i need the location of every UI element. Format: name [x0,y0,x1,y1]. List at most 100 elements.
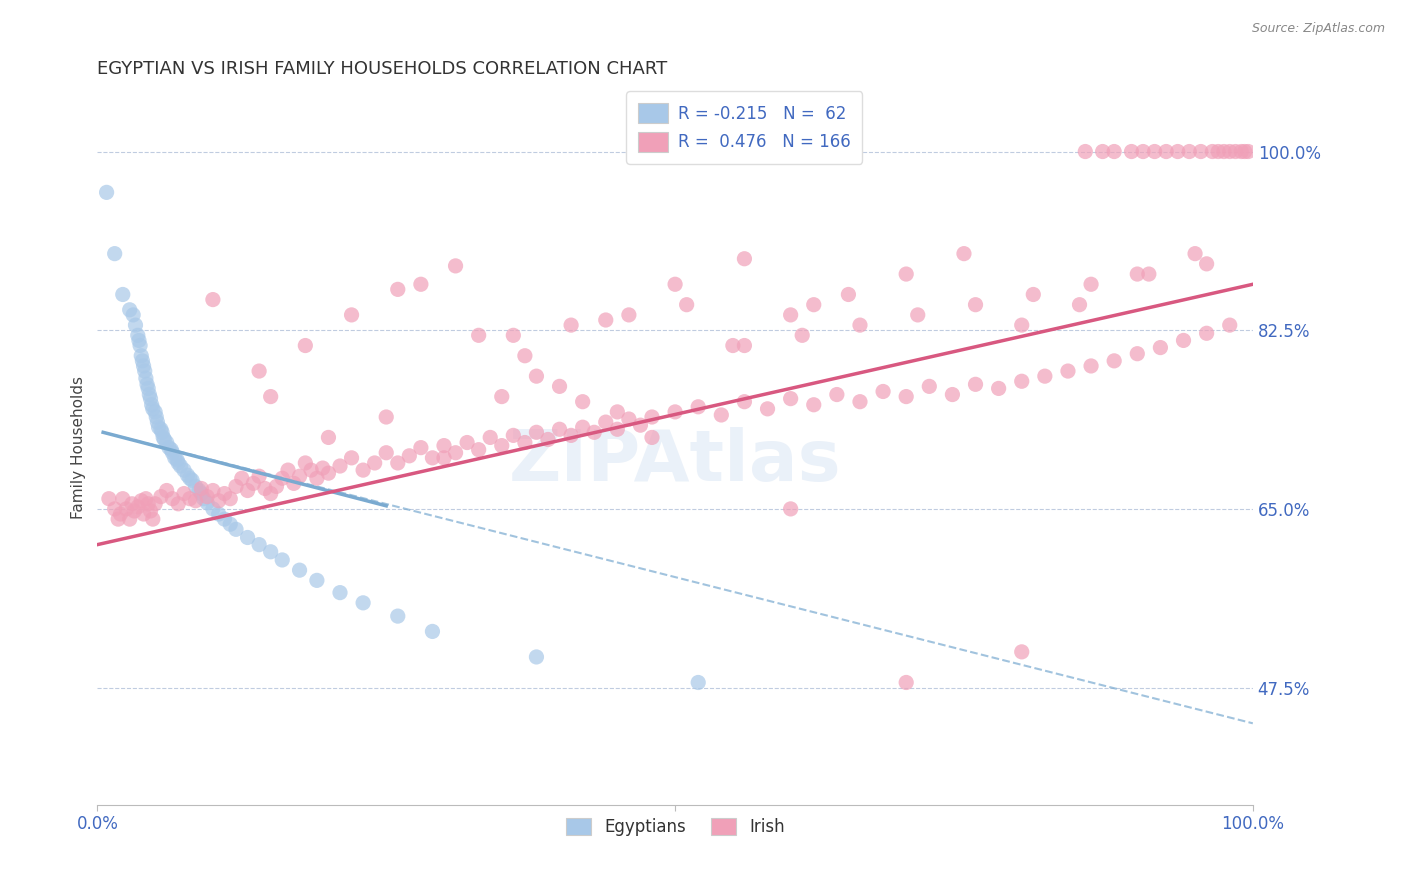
Point [560,428,582,442]
Point [479,430,502,444]
Text: ZIPAtlas: ZIPAtlas [509,427,841,497]
Point [163,450,186,465]
Point [526,369,548,384]
Point [288,469,311,483]
Point [1206,145,1229,159]
Point [1184,246,1206,260]
Point [1154,145,1177,159]
Point [595,313,617,327]
Point [283,476,305,491]
Point [260,486,283,500]
Point [606,422,628,436]
Point [149,422,172,436]
Point [1213,145,1236,159]
Point [433,439,456,453]
Point [467,442,489,457]
Point [169,458,191,473]
Point [1201,145,1223,159]
Point [124,504,146,518]
Point [166,453,188,467]
Point [176,468,198,483]
Point [104,246,127,260]
Point [111,287,134,301]
Point [733,394,755,409]
Point [225,522,247,536]
Point [1102,145,1125,159]
Point [131,354,153,368]
Point [1178,145,1201,159]
Point [110,507,132,521]
Point [145,409,167,424]
Point [456,435,478,450]
Point [664,405,686,419]
Text: Source: ZipAtlas.com: Source: ZipAtlas.com [1251,22,1385,36]
Point [162,446,184,460]
Point [1102,354,1125,368]
Point [548,379,571,393]
Point [352,596,374,610]
Point [849,394,872,409]
Point [129,349,152,363]
Point [803,398,825,412]
Point [136,381,159,395]
Point [167,456,190,470]
Point [190,486,212,500]
Point [208,507,231,521]
Point [149,490,172,504]
Point [1080,359,1102,373]
Point [779,392,801,406]
Point [641,409,664,424]
Point [502,428,524,442]
Point [502,328,524,343]
Point [118,512,141,526]
Point [138,387,160,401]
Point [1057,364,1080,378]
Point [148,420,170,434]
Point [617,412,640,426]
Point [129,493,152,508]
Point [277,463,299,477]
Point [526,425,548,440]
Point [179,471,201,485]
Point [352,463,374,477]
Point [329,585,352,599]
Point [1189,145,1212,159]
Point [181,473,204,487]
Point [242,476,264,491]
Point [433,450,456,465]
Point [422,450,444,465]
Point [156,435,179,450]
Point [294,338,316,352]
Point [1011,645,1033,659]
Point [134,364,156,378]
Point [918,379,941,393]
Point [641,430,664,444]
Point [142,401,165,416]
Point [1195,257,1218,271]
Point [825,387,848,401]
Point [195,496,218,510]
Point [537,433,560,447]
Point [152,430,174,444]
Point [139,504,162,518]
Point [617,308,640,322]
Point [236,531,259,545]
Point [294,456,316,470]
Point [664,277,686,292]
Point [387,456,409,470]
Point [583,425,606,440]
Point [201,293,224,307]
Point [688,675,710,690]
Point [150,425,173,440]
Point [173,463,195,477]
Point [387,282,409,296]
Point [1126,267,1149,281]
Point [733,338,755,352]
Point [305,574,328,588]
Point [1011,318,1033,332]
Point [305,471,328,485]
Legend: Egyptians, Irish: Egyptians, Irish [560,812,792,843]
Point [721,338,744,352]
Point [136,377,159,392]
Point [219,517,242,532]
